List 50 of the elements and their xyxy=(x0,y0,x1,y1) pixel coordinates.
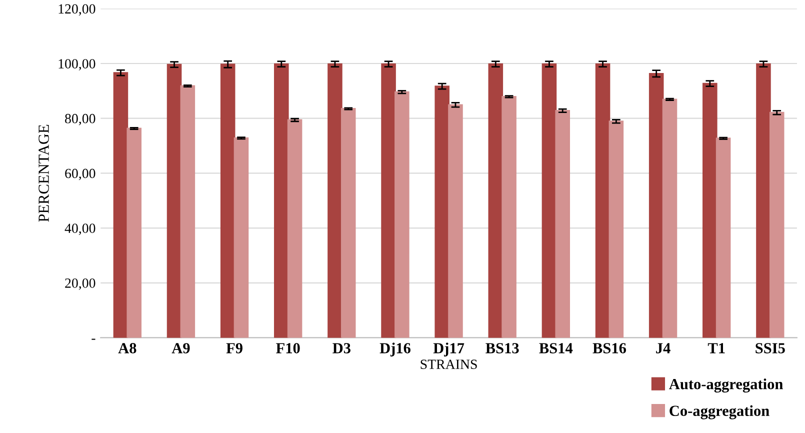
y-tick-label: 40,00 xyxy=(64,224,96,235)
bar xyxy=(648,72,664,338)
bar xyxy=(716,138,731,338)
bar xyxy=(542,63,557,338)
y-tick-label: 120,00 xyxy=(58,4,96,16)
x-tick-label: Dj17 xyxy=(433,342,464,356)
x-tick-label: BS16 xyxy=(592,343,626,354)
x-tick-label: J4 xyxy=(656,343,670,354)
x-tick-label: T1 xyxy=(708,343,725,354)
bar xyxy=(113,72,128,338)
bar xyxy=(328,63,342,338)
bar xyxy=(608,120,624,338)
legend-label: Auto-aggregation xyxy=(669,378,783,392)
x-tick-label: Dj16 xyxy=(380,342,410,356)
bar xyxy=(488,63,504,338)
bar xyxy=(166,64,182,338)
bar xyxy=(274,63,289,338)
bar xyxy=(769,112,784,338)
x-tick-label: D3 xyxy=(332,343,350,354)
bar xyxy=(434,86,450,338)
x-axis-title: STRAINS xyxy=(420,360,477,370)
x-tick-label: BS13 xyxy=(486,343,519,354)
y-tick-label: - xyxy=(92,338,96,340)
y-tick-label: 60,00 xyxy=(65,168,96,180)
y-tick-label: 100,00 xyxy=(58,59,96,70)
bar xyxy=(394,91,410,338)
y-tick-label: 80,00 xyxy=(65,114,96,126)
y-tick-label: 20,00 xyxy=(65,278,96,290)
x-tick-label: A9 xyxy=(172,343,190,354)
bar xyxy=(502,96,516,338)
bar xyxy=(381,63,396,338)
y-axis-title: PERCENTAGE xyxy=(38,124,49,222)
bar xyxy=(595,63,610,338)
x-tick-label: F9 xyxy=(226,343,242,354)
x-tick-label: BS14 xyxy=(539,343,573,354)
bar xyxy=(555,110,570,338)
bar xyxy=(234,137,249,338)
x-tick-label: SSI5 xyxy=(756,343,785,354)
bar xyxy=(180,85,196,338)
bar xyxy=(662,98,678,338)
x-tick-label: F10 xyxy=(276,343,300,354)
bar xyxy=(287,119,302,338)
bar xyxy=(756,63,771,338)
bar xyxy=(448,104,463,338)
bar xyxy=(340,108,356,338)
bar xyxy=(220,64,236,338)
legend-label: Co-aggregation xyxy=(670,405,770,420)
x-tick-label: A8 xyxy=(118,343,136,354)
bar xyxy=(126,128,142,338)
bar xyxy=(702,82,718,338)
